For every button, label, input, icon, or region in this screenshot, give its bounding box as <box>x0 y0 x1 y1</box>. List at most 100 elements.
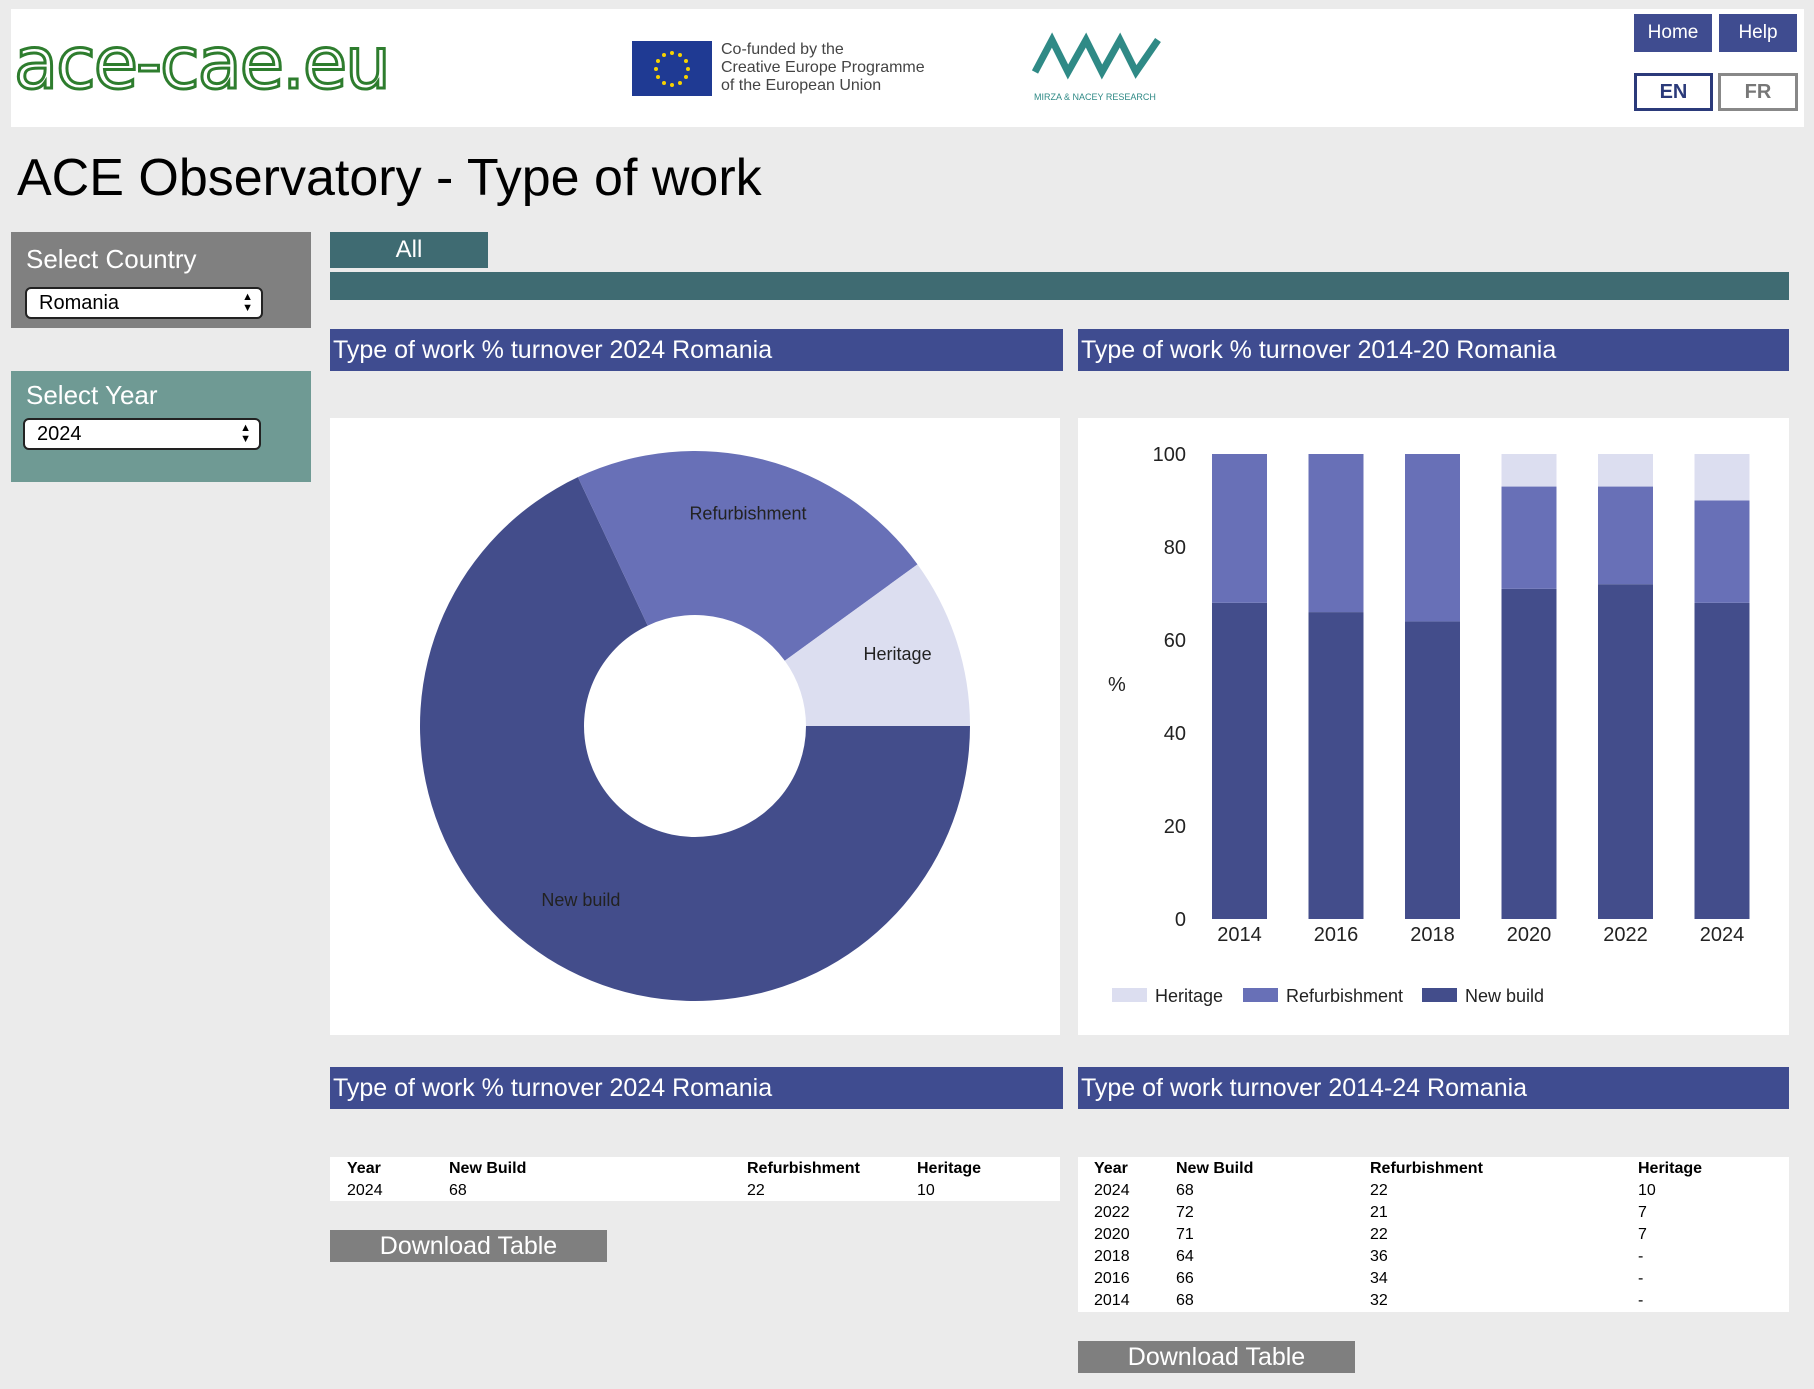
bar-refurbishment-2018[interactable] <box>1405 454 1460 622</box>
table-cell: - <box>1638 1248 1644 1265</box>
table-cell: 34 <box>1370 1270 1388 1287</box>
bar-chart-card: 0 20 40 60 80 100 % 2014 2016 2018 2020 2022 2024 … <box>1078 418 1789 1035</box>
table-cell: 66 <box>1176 1270 1194 1287</box>
table-cell: 2020 <box>1094 1226 1130 1243</box>
select-arrows-icon: ▲ ▼ <box>240 422 251 445</box>
bar-heritage-2022[interactable] <box>1598 454 1653 487</box>
table-header-cell: Refurbishment <box>1370 1160 1483 1177</box>
year-panel: Select Year 2024 ▲ ▼ <box>11 371 311 482</box>
table2-section-title: Type of work turnover 2014-24 Romania <box>1078 1067 1789 1109</box>
legend-label-heritage: Heritage <box>1155 986 1223 1006</box>
bar-refurbishment-2016[interactable] <box>1308 454 1364 613</box>
lang-fr-button[interactable]: FR <box>1718 73 1798 111</box>
table-header-cell: Year <box>347 1160 381 1177</box>
eu-text-line-3: of the European Union <box>721 77 882 94</box>
table-cell: 2014 <box>1094 1292 1130 1309</box>
table-row: 2022 72 21 7 <box>1094 1202 1774 1224</box>
y-tick-label: 100 <box>1153 444 1186 466</box>
pie-label-heritage: Heritage <box>864 644 932 664</box>
country-panel: Select Country Romania ▲ ▼ <box>11 232 311 328</box>
table-cell: 64 <box>1176 1248 1194 1265</box>
table-header-cell: New Build <box>449 1160 527 1177</box>
lang-en-button[interactable]: EN <box>1634 73 1713 111</box>
x-tick-label: 2014 <box>1217 924 1262 946</box>
country-select-value: Romania <box>39 292 120 314</box>
bar-new-build-2024[interactable] <box>1694 602 1750 919</box>
table-cell: 68 <box>1176 1292 1194 1309</box>
bar-refurbishment-2022[interactable] <box>1598 486 1653 585</box>
table-cell: 7 <box>1638 1204 1647 1221</box>
x-tick-label: 2016 <box>1314 924 1359 946</box>
eu-cofunded-text: Co-funded by the Creative Europe Program… <box>721 41 925 95</box>
x-tick-label: 2024 <box>1700 924 1745 946</box>
table-row: 2014 68 32 - <box>1094 1290 1774 1312</box>
mirza-nacey-logo: MIRZA & NACEY RESEARCH <box>1031 32 1161 102</box>
year-panel-title: Select Year <box>26 380 158 410</box>
pie-label-refurbishment: Refurbishment <box>689 504 806 524</box>
header <box>11 9 1804 127</box>
bar-new-build-2022[interactable] <box>1598 584 1653 919</box>
pie-chart: New build Refurbishment Heritage <box>419 451 970 1001</box>
legend-swatch-new-build <box>1422 988 1457 1002</box>
y-tick-label: 0 <box>1175 909 1186 931</box>
table-cell: 32 <box>1370 1292 1388 1309</box>
table-header-cell: Year <box>1094 1160 1128 1177</box>
select-arrows-icon: ▲ ▼ <box>242 291 253 314</box>
y-tick-label: 20 <box>1164 816 1186 838</box>
pie-slice-new-build[interactable] <box>419 477 970 1001</box>
table-cell: 10 <box>917 1182 935 1199</box>
ace-cae-logo[interactable]: ace-cae.eu <box>14 30 514 100</box>
bar-refurbishment-2014[interactable] <box>1212 454 1267 603</box>
table-cell: 10 <box>1638 1182 1656 1199</box>
legend-label-refurbishment: Refurbishment <box>1286 986 1403 1006</box>
table-cell: 71 <box>1176 1226 1194 1243</box>
help-button[interactable]: Help <box>1719 14 1797 52</box>
logo-text: ace-cae.eu <box>14 30 389 100</box>
home-button[interactable]: Home <box>1634 14 1712 52</box>
table-row: 2018 64 36 - <box>1094 1246 1774 1268</box>
country-select[interactable]: Romania ▲ ▼ <box>25 287 263 319</box>
x-tick-label: 2022 <box>1603 924 1648 946</box>
eu-flag-icon <box>632 41 712 96</box>
y-tick-label: 80 <box>1164 537 1186 559</box>
tab-content-bar <box>330 272 1789 300</box>
pie-slice-heritage[interactable] <box>784 564 970 726</box>
y-tick-label: 40 <box>1164 723 1186 745</box>
legend-label-new-build: New build <box>1465 986 1544 1006</box>
bar-refurbishment-2024[interactable] <box>1694 500 1750 603</box>
table-header-cell: Heritage <box>917 1160 982 1177</box>
pie-chart-card: New build Refurbishment Heritage <box>330 418 1060 1035</box>
pie-slice-refurbishment[interactable] <box>577 451 918 661</box>
country-panel-title: Select Country <box>26 244 197 274</box>
bar-heritage-2020[interactable] <box>1501 454 1557 487</box>
bar-new-build-2018[interactable] <box>1405 621 1460 919</box>
table-cell: 2018 <box>1094 1248 1130 1265</box>
table1-card: Year New Build Refurbishment Heritage 2024 6… <box>330 1157 1060 1201</box>
table-cell: 68 <box>1176 1182 1194 1199</box>
table1-section-title: Type of work % turnover 2024 Romania <box>330 1067 1063 1109</box>
table-header-cell: Heritage <box>1638 1160 1703 1177</box>
table-header-cell: Refurbishment <box>747 1160 860 1177</box>
x-tick-label: 2020 <box>1507 924 1552 946</box>
table-cell: 2016 <box>1094 1270 1130 1287</box>
table-cell: - <box>1638 1292 1644 1309</box>
bar-heritage-2024[interactable] <box>1694 454 1750 501</box>
bar-new-build-2020[interactable] <box>1501 588 1557 919</box>
year-select-value: 2024 <box>37 423 82 445</box>
bar-refurbishment-2020[interactable] <box>1501 486 1557 589</box>
bar-new-build-2014[interactable] <box>1212 602 1267 919</box>
table-row: 2024 68 22 10 <box>347 1180 997 1202</box>
table-row: 2024 68 22 10 <box>1094 1180 1774 1202</box>
table-cell: 21 <box>1370 1204 1388 1221</box>
download-table-button[interactable]: Download Table <box>330 1230 607 1262</box>
bar-new-build-2016[interactable] <box>1308 612 1364 919</box>
download-table-button[interactable]: Download Table <box>1078 1341 1355 1373</box>
table-cell: 36 <box>1370 1248 1388 1265</box>
table-row: 2020 71 22 7 <box>1094 1224 1774 1246</box>
y-tick-label: 60 <box>1164 630 1186 652</box>
table-cell: 2022 <box>1094 1204 1130 1221</box>
tab-all[interactable]: All <box>330 232 488 268</box>
year-select[interactable]: 2024 ▲ ▼ <box>23 418 261 450</box>
table1: Year New Build Refurbishment Heritage 2024 6… <box>347 1158 997 1202</box>
